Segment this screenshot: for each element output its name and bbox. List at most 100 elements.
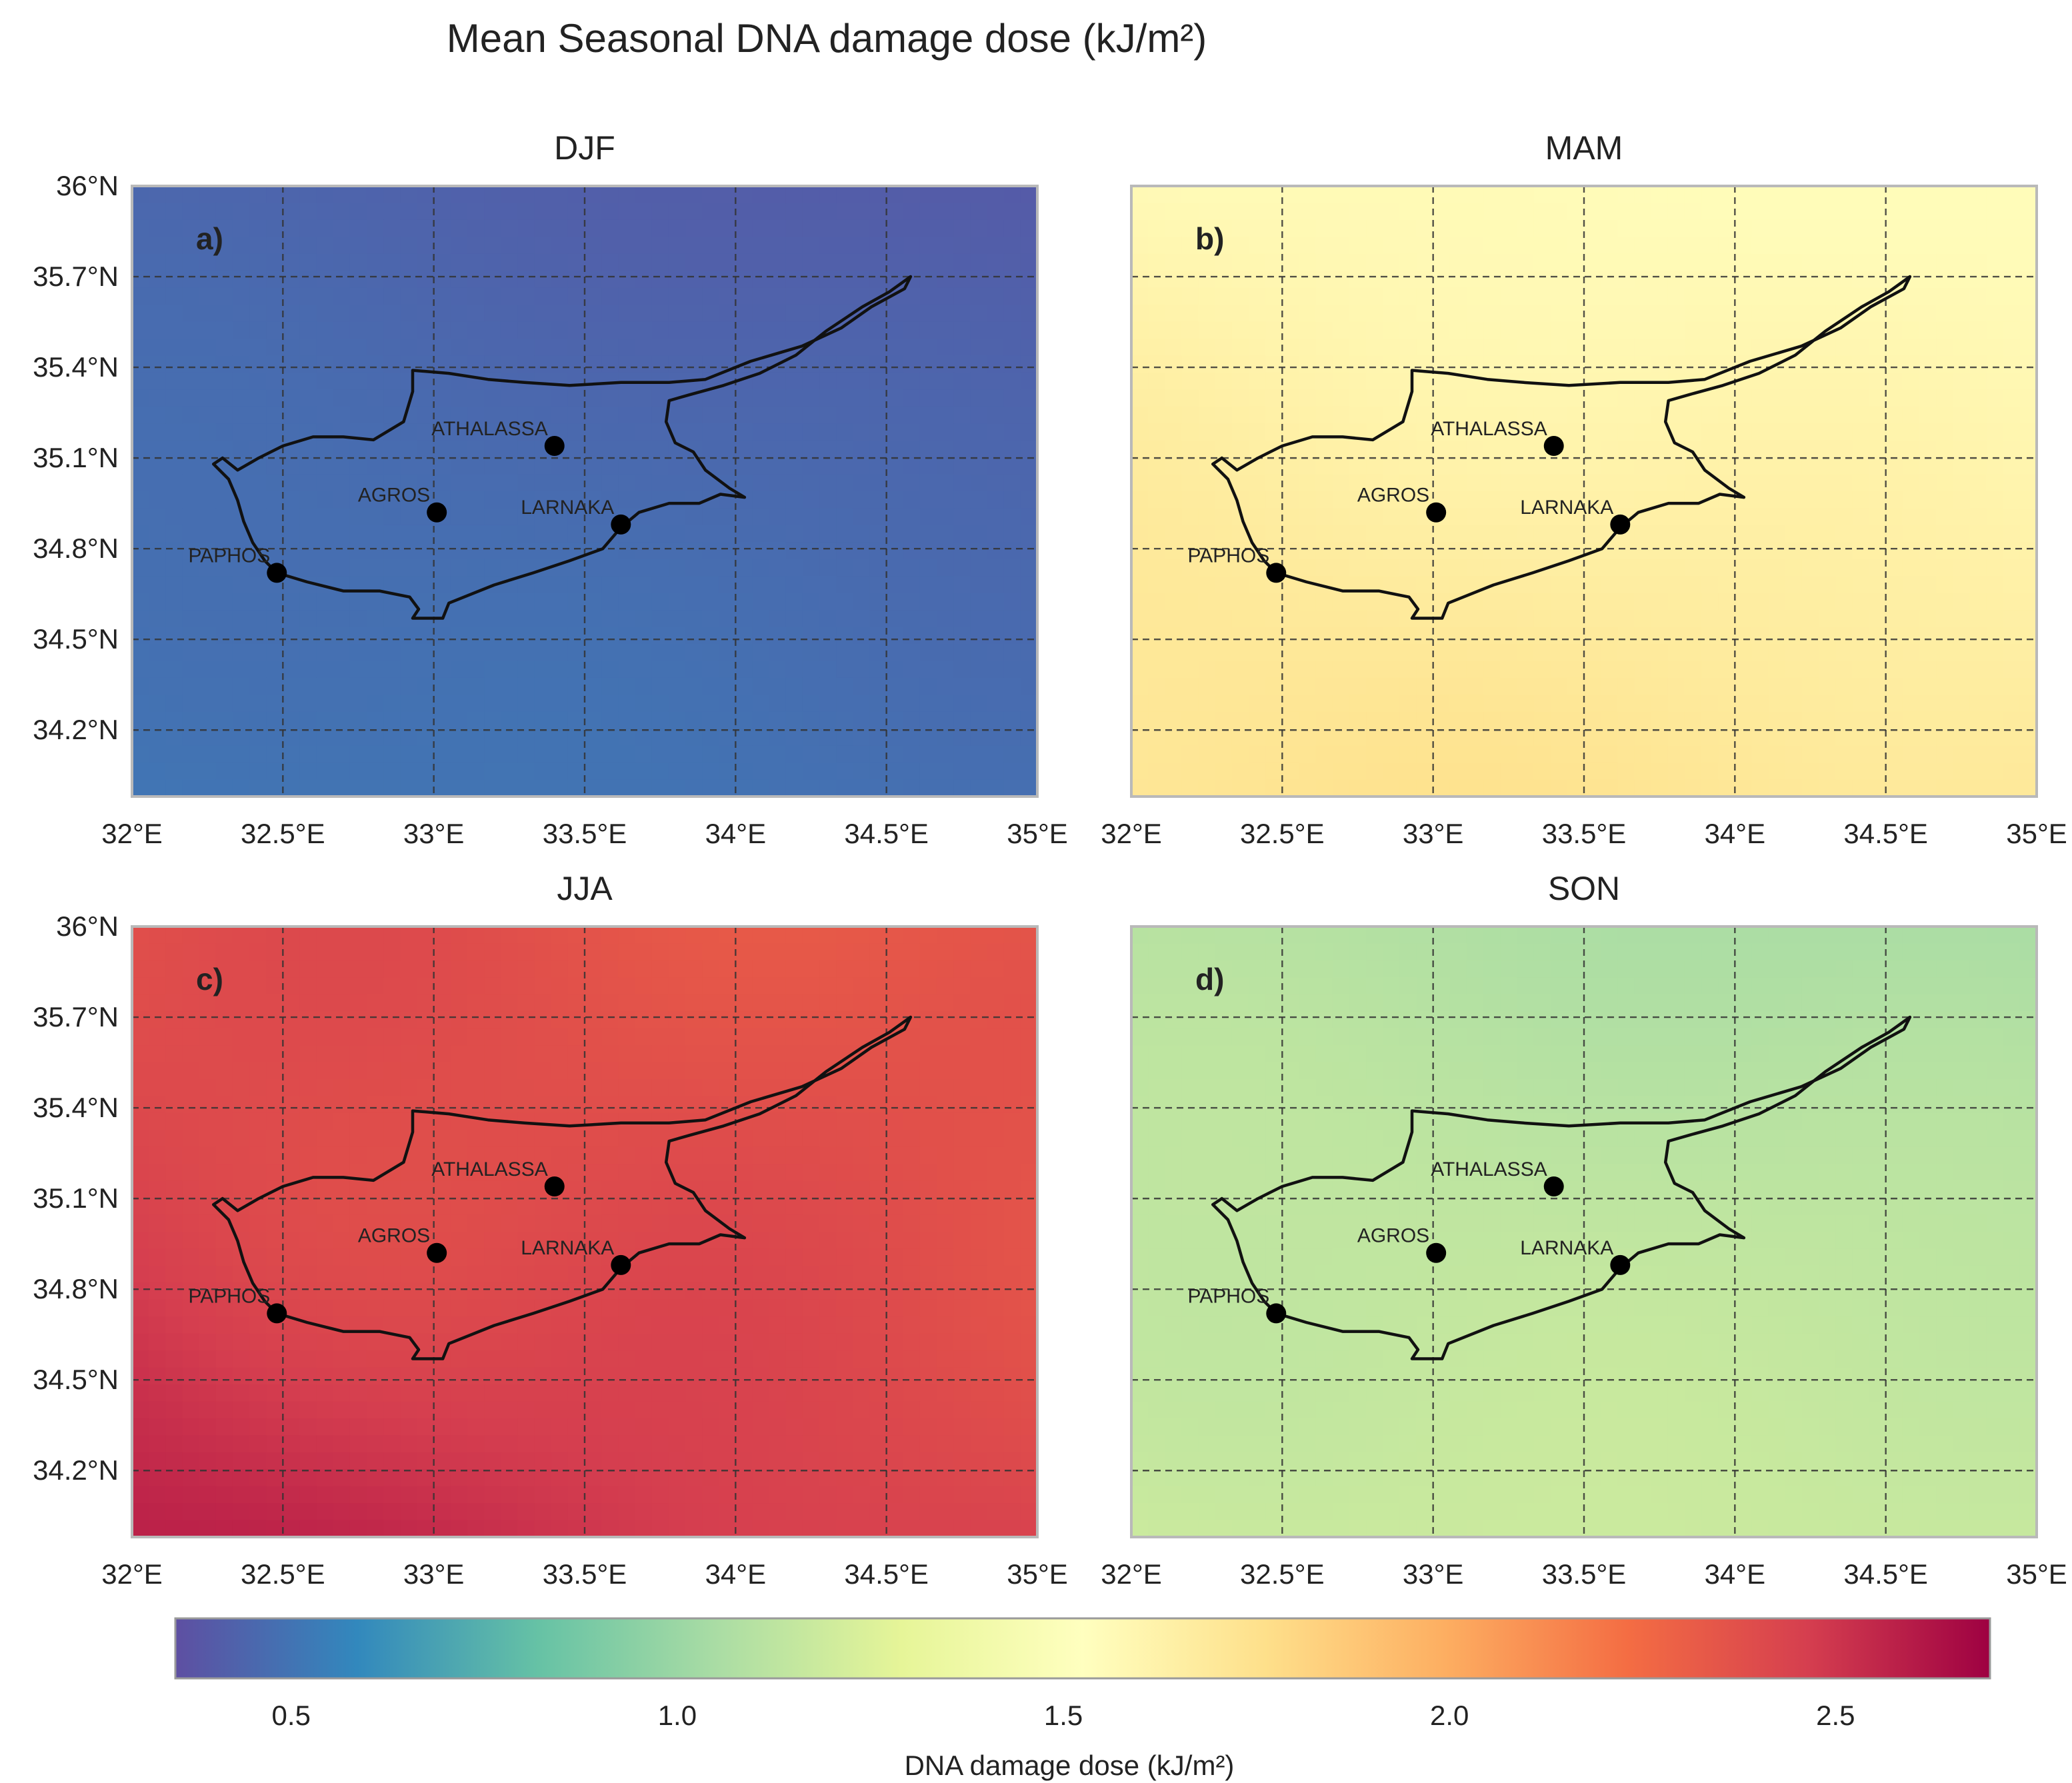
heatmap-cell bbox=[1181, 695, 1199, 713]
heatmap-cell bbox=[1801, 695, 1819, 713]
heatmap-cell bbox=[819, 779, 837, 797]
heatmap-cell bbox=[903, 1180, 921, 1198]
heatmap-cell bbox=[2019, 271, 2037, 289]
heatmap-cell bbox=[1869, 491, 1887, 509]
heatmap-cell bbox=[132, 711, 149, 730]
heatmap-cell bbox=[1785, 745, 1803, 763]
heatmap-cell bbox=[1953, 711, 1971, 730]
heatmap-cell bbox=[1701, 711, 1719, 730]
heatmap-cell bbox=[970, 355, 988, 373]
heatmap-cell bbox=[1617, 593, 1635, 611]
heatmap-cell bbox=[1667, 661, 1685, 679]
heatmap-cell bbox=[702, 339, 719, 357]
heatmap-cell bbox=[1819, 661, 1837, 679]
heatmap-cell bbox=[1634, 271, 1652, 289]
heatmap-cell bbox=[517, 926, 535, 944]
heatmap-cell bbox=[1684, 305, 1702, 323]
heatmap-cell bbox=[1282, 508, 1300, 526]
heatmap-cell bbox=[165, 763, 183, 781]
heatmap-cell bbox=[635, 779, 653, 797]
heatmap-cell bbox=[467, 219, 485, 238]
heatmap-cell bbox=[1215, 559, 1233, 577]
heatmap-cell bbox=[1735, 525, 1753, 543]
heatmap-cell bbox=[919, 1232, 937, 1250]
heatmap-cell bbox=[567, 474, 585, 492]
heatmap-cell bbox=[551, 576, 569, 594]
heatmap-cell bbox=[1349, 203, 1367, 221]
heatmap-cell bbox=[1667, 576, 1685, 594]
heatmap-cell bbox=[517, 474, 535, 492]
heatmap-cell bbox=[1198, 711, 1216, 730]
heatmap-cell bbox=[1969, 287, 1987, 305]
heatmap-cell bbox=[501, 491, 519, 509]
heatmap-cell bbox=[517, 661, 535, 679]
heatmap-cell bbox=[1366, 745, 1384, 763]
heatmap-cell bbox=[853, 508, 871, 526]
heatmap-cell bbox=[1483, 355, 1501, 373]
heatmap-cell bbox=[735, 711, 753, 730]
heatmap-cell bbox=[1165, 305, 1183, 323]
heatmap-cell bbox=[1885, 219, 1903, 238]
heatmap-cell bbox=[919, 729, 937, 747]
heatmap-cell bbox=[266, 491, 284, 509]
heatmap-cell bbox=[1020, 355, 1038, 373]
heatmap-cell bbox=[802, 305, 820, 323]
heatmap-cell bbox=[534, 610, 552, 628]
heatmap-cell bbox=[501, 1214, 519, 1232]
heatmap-cell bbox=[165, 745, 183, 763]
heatmap-cell bbox=[618, 1130, 636, 1148]
heatmap-cell bbox=[316, 339, 334, 357]
heatmap-cell bbox=[333, 1180, 351, 1198]
heatmap-cell bbox=[1416, 711, 1434, 730]
heatmap-cell bbox=[215, 1164, 233, 1182]
station-marker bbox=[427, 502, 447, 523]
heatmap-cell bbox=[383, 491, 401, 509]
heatmap-cell bbox=[1885, 627, 1903, 645]
heatmap-cell bbox=[249, 321, 267, 339]
station-label: LARNAKA bbox=[1520, 497, 1613, 519]
heatmap-cell bbox=[1466, 457, 1484, 475]
heatmap-cell bbox=[836, 943, 854, 961]
heatmap-cell bbox=[853, 1198, 871, 1216]
heatmap-cell bbox=[534, 525, 552, 543]
heatmap-cell bbox=[1953, 525, 1971, 543]
heatmap-cell bbox=[1969, 339, 1987, 357]
heatmap-cell bbox=[618, 423, 636, 441]
heatmap-cell bbox=[165, 711, 183, 730]
heatmap-cell bbox=[1449, 423, 1467, 441]
heatmap-cell bbox=[349, 219, 367, 238]
heatmap-cell bbox=[651, 542, 669, 560]
heatmap-cell bbox=[132, 389, 149, 407]
panel-letter: b) bbox=[1195, 221, 1224, 256]
heatmap-cell bbox=[1684, 271, 1702, 289]
heatmap-cell bbox=[433, 203, 451, 221]
heatmap-cell bbox=[249, 355, 267, 373]
heatmap-cell bbox=[853, 219, 871, 238]
heatmap-cell bbox=[869, 711, 887, 730]
heatmap-cell bbox=[1651, 745, 1669, 763]
x-tick-label: 34.5°E bbox=[844, 818, 929, 849]
heatmap-cell bbox=[199, 406, 217, 425]
heatmap-cell bbox=[987, 677, 1005, 696]
heatmap-cell bbox=[232, 474, 250, 492]
heatmap-cell bbox=[635, 695, 653, 713]
heatmap-cell bbox=[433, 627, 451, 645]
heatmap-cell bbox=[618, 1164, 636, 1182]
heatmap-cell bbox=[551, 779, 569, 797]
heatmap-cell bbox=[618, 926, 636, 944]
heatmap-cell bbox=[283, 457, 301, 475]
heatmap-cell bbox=[1349, 305, 1367, 323]
heatmap-cell bbox=[249, 593, 267, 611]
heatmap-cell bbox=[333, 219, 351, 238]
heatmap-cell bbox=[450, 1232, 468, 1250]
heatmap-cell bbox=[349, 729, 367, 747]
heatmap-cell bbox=[149, 763, 167, 781]
heatmap-cell bbox=[1315, 661, 1333, 679]
heatmap-cell bbox=[400, 977, 418, 995]
heatmap-cell bbox=[1366, 287, 1384, 305]
heatmap-cell bbox=[165, 1232, 183, 1250]
heatmap-cell bbox=[1433, 440, 1451, 458]
heatmap-cell bbox=[567, 186, 585, 204]
heatmap-cell bbox=[517, 745, 535, 763]
heatmap-cell bbox=[400, 960, 418, 978]
